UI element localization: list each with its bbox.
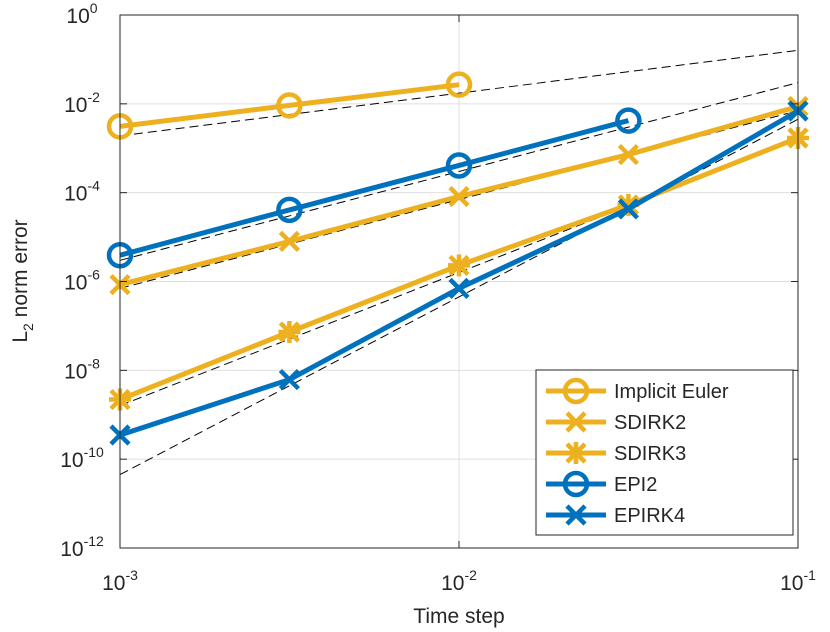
series-epi2 bbox=[106, 107, 642, 269]
legend-label: SDIRK3 bbox=[614, 443, 686, 465]
x-axis-label: Time step bbox=[413, 605, 504, 628]
series-line bbox=[119, 82, 460, 129]
marker-asterisk bbox=[448, 254, 470, 277]
marker-x bbox=[565, 504, 587, 526]
marker-circle bbox=[276, 196, 303, 224]
legend-entry: EPI2 bbox=[546, 470, 657, 498]
legend-entry: SDIRK3 bbox=[546, 442, 686, 465]
legend-entry: SDIRK2 bbox=[546, 411, 686, 434]
marker-circle bbox=[445, 71, 473, 98]
y-axis-label: L2 norm error bbox=[9, 219, 36, 342]
marker-asterisk bbox=[278, 320, 301, 343]
legend-label: EPI2 bbox=[614, 474, 657, 496]
legend-entry: EPIRK4 bbox=[546, 504, 685, 527]
marker-asterisk bbox=[565, 442, 587, 464]
marker-x bbox=[617, 143, 639, 166]
y-tick-label: 10-12 bbox=[60, 533, 104, 561]
marker-x bbox=[448, 277, 470, 299]
x-tick-label: 10-1 bbox=[780, 567, 816, 595]
marker-circle bbox=[445, 152, 473, 179]
reference-line bbox=[119, 49, 799, 137]
y-tick-label: 10-8 bbox=[64, 355, 100, 383]
legend: Implicit Euler SDIRK2 SDIRK3 EPI2 EPIRK4 bbox=[535, 369, 794, 536]
marker-circle bbox=[562, 470, 590, 498]
series-epirk4 bbox=[109, 100, 809, 446]
marker-x bbox=[617, 198, 639, 220]
marker-circle bbox=[562, 377, 590, 405]
y-tick-label: 100 bbox=[66, 0, 97, 28]
legend-label: Implicit Euler bbox=[614, 381, 729, 403]
series-implicit-euler bbox=[106, 71, 473, 140]
reference-line bbox=[119, 82, 799, 261]
marker-x bbox=[565, 411, 587, 433]
x-tick-label: 10-3 bbox=[102, 567, 138, 595]
y-tick-label: 10-6 bbox=[64, 267, 100, 295]
y-tick-label: 10-4 bbox=[64, 178, 100, 206]
marker-circle bbox=[276, 92, 303, 119]
legend-label: EPIRK4 bbox=[614, 505, 685, 527]
marker-x bbox=[278, 230, 300, 252]
y-tick-label: 10-2 bbox=[64, 89, 100, 117]
data-series bbox=[106, 71, 809, 446]
legend-entry: Implicit Euler bbox=[546, 377, 729, 405]
marker-x bbox=[278, 368, 300, 391]
y-tick-label: 10-10 bbox=[60, 444, 104, 472]
marker-circle bbox=[615, 107, 642, 134]
axis-ticks: 10-3 10-2 10-1 10-12 10-10 10-8 10-6 10-4 10-2 10… bbox=[60, 0, 816, 595]
marker-x bbox=[448, 185, 470, 208]
x-tick-label: 10-2 bbox=[441, 567, 477, 595]
legend-label: SDIRK2 bbox=[614, 412, 686, 434]
series-line bbox=[119, 118, 630, 258]
